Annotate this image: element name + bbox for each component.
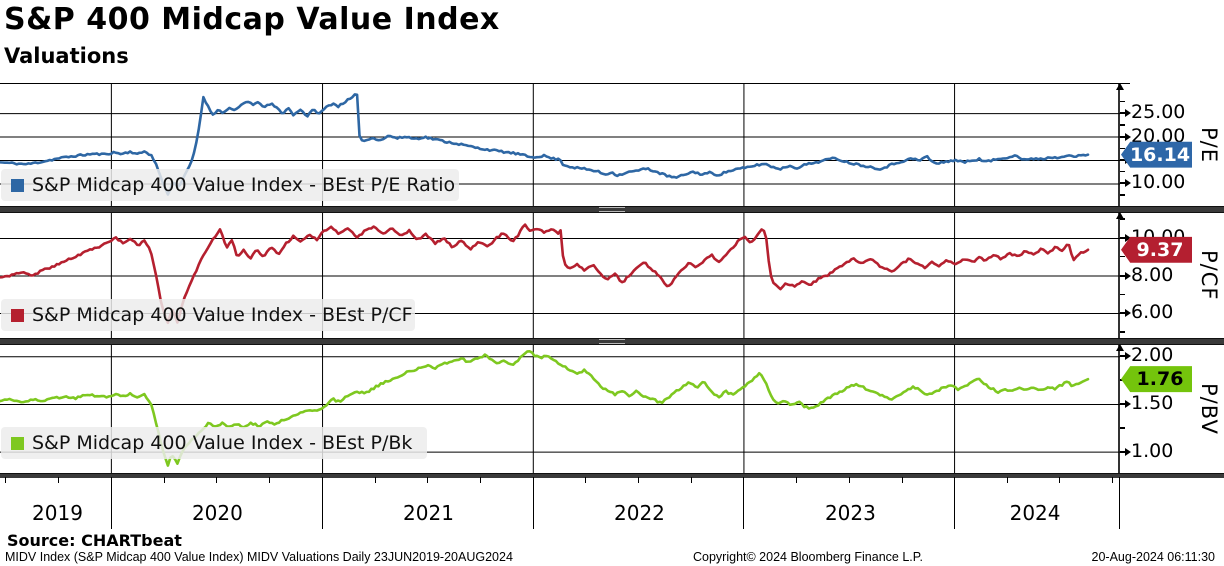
year-boundary-line (532, 477, 534, 529)
y-tick (1120, 312, 1126, 315)
y-tick-arrow-icon (1125, 271, 1131, 280)
y-tick-arrow-icon (1125, 309, 1131, 318)
panel-separator-2[interactable] (0, 338, 1224, 345)
y-tick (1120, 159, 1126, 161)
x-axis-bar (0, 473, 1224, 478)
y-tick-label: 1.50 (1131, 391, 1174, 414)
y-minor-tick (1120, 170, 1125, 173)
y-tick-label: 1.00 (1131, 439, 1174, 462)
y-minor-tick (1120, 255, 1125, 258)
y-tick (1120, 112, 1126, 115)
year-boundary-line (110, 477, 112, 529)
pcf-axis-title: P/CF (1197, 250, 1221, 301)
pbk-legend-swatch (11, 436, 24, 450)
pcf-last-value-tag: 9.37 (1121, 236, 1192, 263)
page-title: S&P 400 Midcap Value Index (4, 2, 500, 37)
y-minor-tick (1120, 100, 1125, 103)
y-tick-arrow-icon (1125, 233, 1131, 242)
y-tick-arrow-icon (1125, 109, 1131, 118)
axis-extension-line (1119, 477, 1120, 529)
year-label-2021: 2021 (403, 501, 454, 525)
axis-top-arrow-icon (1115, 83, 1124, 90)
pbv-last-value-tag: 1.76 (1121, 366, 1192, 393)
y-tick-label: 2.00 (1131, 344, 1174, 367)
pcf-legend-swatch (11, 308, 24, 322)
year-boundary-line (954, 477, 956, 529)
separator-grip-icon[interactable] (599, 339, 625, 344)
plot-top-border (0, 83, 1130, 84)
quarter-tick (638, 477, 640, 483)
axis-top-arrow-icon (1115, 212, 1124, 219)
panel-separator-1[interactable] (0, 206, 1224, 213)
year-label-2024: 2024 (1009, 501, 1061, 525)
y-minor-tick (1120, 331, 1125, 333)
quarter-tick (216, 477, 218, 483)
axis-top-arrow-icon (1115, 344, 1124, 351)
pcf-legend-label: S&P Midcap 400 Value Index - BEst P/CF (32, 304, 413, 326)
quarter-tick (268, 477, 270, 483)
y-tick-label: 10.00 (1131, 171, 1186, 194)
y-tick-label: 6.00 (1131, 301, 1174, 324)
year-boundary-line (743, 477, 745, 529)
y-minor-tick (1120, 147, 1125, 150)
quarter-tick (5, 477, 7, 483)
separator-grip-icon[interactable] (599, 207, 625, 212)
valuation-chart: S&P Midcap 400 Value Index - BEst P/E Ra… (0, 83, 1224, 529)
page-subtitle: Valuations (4, 44, 129, 68)
year-label-2019: 2019 (32, 501, 83, 525)
quarter-tick (58, 477, 60, 483)
legend-pcf[interactable]: S&P Midcap 400 Value Index - BEst P/CF (1, 299, 415, 331)
pe-legend-swatch (11, 178, 24, 192)
quarter-tick (585, 477, 587, 483)
y-minor-tick (1120, 218, 1125, 220)
quarter-tick (796, 477, 798, 483)
legend-pbk[interactable]: S&P Midcap 400 Value Index - BEst P/Bk (1, 427, 427, 459)
quarter-tick (1059, 477, 1061, 483)
quarter-tick (374, 477, 376, 483)
y-minor-tick (1120, 194, 1125, 196)
quarter-tick (848, 477, 850, 483)
pe-legend-label: S&P Midcap 400 Value Index - BEst P/E Ra… (32, 174, 456, 196)
quarter-tick (690, 477, 692, 483)
year-label-2020: 2020 (191, 501, 243, 525)
y-minor-tick (1120, 293, 1125, 296)
source-label: Source: CHARTbeat (7, 531, 182, 550)
y-tick-arrow-icon (1125, 447, 1131, 456)
y-tick-label: 8.00 (1131, 263, 1174, 286)
y-tick (1120, 355, 1126, 358)
y-tick (1120, 236, 1126, 239)
footer-copyright: Copyright© 2024 Bloomberg Finance L.P. (693, 550, 923, 564)
y-tick (1120, 274, 1126, 277)
y-tick-arrow-icon (1125, 399, 1131, 408)
y-tick (1120, 450, 1126, 453)
y-tick-label: 25.00 (1131, 101, 1186, 124)
quarter-tick (427, 477, 429, 483)
y-tick-arrow-icon (1125, 132, 1131, 141)
quarter-tick (163, 477, 165, 483)
y-tick (1120, 182, 1126, 185)
pe-axis-title: P/E (1197, 126, 1221, 163)
y-tick (1120, 135, 1126, 138)
y-tick (1120, 402, 1126, 405)
legend-pe[interactable]: S&P Midcap 400 Value Index - BEst P/E Ra… (1, 169, 459, 201)
quarter-tick (480, 477, 482, 483)
year-boundary-line (322, 477, 324, 529)
y-minor-tick (1120, 427, 1125, 429)
year-label-2022: 2022 (614, 501, 665, 525)
y-tick-label: 20.00 (1131, 124, 1186, 147)
y-tick-arrow-icon (1125, 179, 1131, 188)
footer-index-info: MIDV Index (S&P Midcap 400 Value Index) … (5, 550, 513, 564)
pbk-legend-label: S&P Midcap 400 Value Index - BEst P/Bk (32, 432, 413, 454)
quarter-tick (1006, 477, 1008, 483)
pbv-axis-title: P/BV (1197, 383, 1221, 435)
y-tick-arrow-icon (1125, 352, 1131, 361)
pe-last-value-tag: 16.14 (1121, 141, 1192, 168)
quarter-tick (901, 477, 903, 483)
footer-timestamp: 20-Aug-2024 06:11:30 (1091, 550, 1215, 564)
quarter-tick (1112, 477, 1114, 483)
year-label-2023: 2023 (824, 501, 876, 525)
y-minor-tick (1120, 124, 1125, 126)
